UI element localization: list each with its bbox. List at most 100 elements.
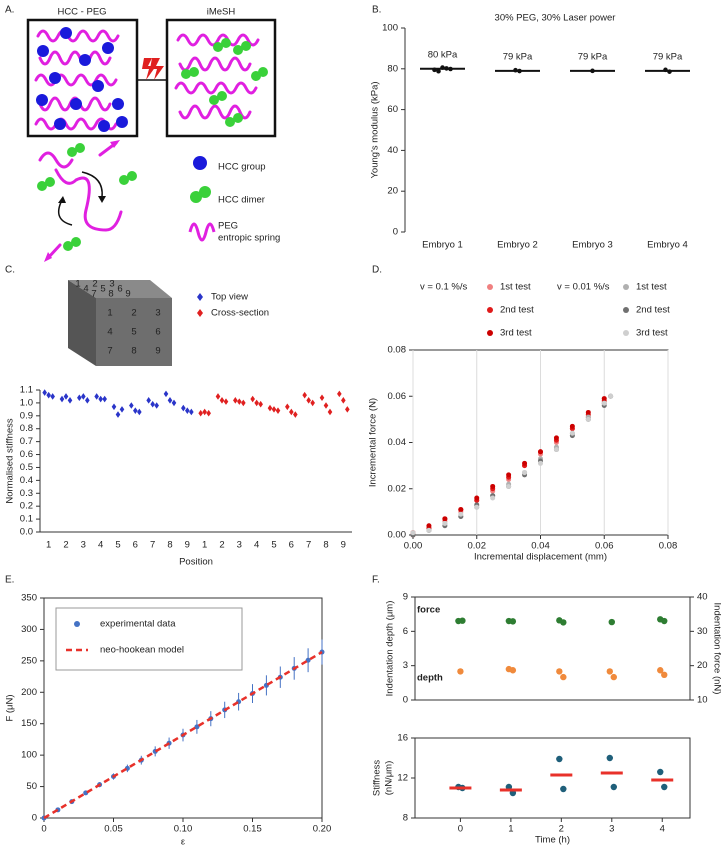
- y2-tick-label: 10: [697, 695, 708, 706]
- y-tick-label: 0.02: [388, 483, 407, 494]
- point: [538, 460, 543, 466]
- y-tick-label: 16: [397, 733, 408, 744]
- point: [215, 393, 221, 400]
- legend-marker: [74, 621, 80, 627]
- legend-label: 2nd test: [636, 305, 670, 316]
- point: [337, 390, 342, 398]
- point: [509, 667, 517, 674]
- y-tick-label: 60: [387, 104, 398, 115]
- point: [81, 393, 86, 400]
- legend-title: v = 0.01 %/s: [557, 282, 610, 293]
- point: [553, 446, 559, 452]
- peg: [38, 151, 123, 232]
- y-tick-label: 100: [382, 23, 398, 34]
- cube-top-label: 5: [100, 284, 105, 295]
- x-tick-label: 1: [46, 540, 51, 551]
- point: [285, 403, 290, 411]
- cube-top-label: 4: [83, 284, 88, 295]
- x-tick-label: 6: [133, 540, 138, 551]
- x-axis-label: Incremental displacement (mm): [474, 552, 607, 563]
- panel-label: B.: [372, 5, 381, 16]
- point: [323, 402, 329, 409]
- point: [458, 511, 464, 517]
- cube-front-label: 2: [131, 308, 136, 319]
- y-tick-label: 0: [393, 227, 398, 238]
- x-tick-label: 7: [150, 540, 155, 551]
- hcc-dimers: [37, 38, 268, 251]
- cube-front-label: 1: [107, 308, 112, 319]
- legend-label: Cross-section: [211, 308, 269, 319]
- chart-title: 30% PEG, 30% Laser power: [495, 13, 616, 24]
- cube-front-label: 5: [131, 327, 136, 338]
- point: [506, 472, 512, 478]
- point: [42, 389, 47, 396]
- y2-tick-label: 40: [697, 592, 708, 603]
- y-axis-label: Normalised stiffness: [5, 418, 16, 504]
- point: [610, 673, 617, 681]
- panel-label: E.: [5, 575, 14, 586]
- peg: [34, 117, 118, 131]
- legend-marker: [623, 330, 629, 336]
- y-tick-label: 0.9: [20, 410, 33, 421]
- y2-tick-label: 20: [697, 660, 708, 671]
- legend-label: HCC dimer: [218, 195, 265, 206]
- diagram: HCC - PEG iMeSH: [26, 7, 280, 262]
- y-tick-label: 0.1: [20, 514, 33, 525]
- y-tick-label: 0.08: [388, 345, 407, 356]
- y-axis-label: Young's modulus (kPa): [370, 81, 381, 178]
- point: [202, 408, 207, 416]
- arrowhead: [110, 140, 120, 148]
- x-tick-label: 8: [323, 540, 328, 551]
- x-tick-label: 0.10: [174, 824, 193, 835]
- point: [111, 403, 117, 411]
- point: [601, 396, 607, 402]
- box-title: iMeSH: [207, 7, 236, 18]
- point: [661, 783, 668, 791]
- point: [271, 406, 277, 413]
- panel-label: A.: [5, 5, 14, 16]
- cube-front-label: 9: [155, 346, 160, 357]
- panel-label: F.: [372, 575, 380, 586]
- point: [258, 400, 263, 408]
- cube-top-label: 7: [91, 289, 96, 300]
- peg: [38, 96, 112, 112]
- point: [233, 397, 238, 404]
- x-tick-label: 1: [508, 824, 513, 835]
- point: [319, 394, 325, 402]
- point: [442, 516, 448, 522]
- x-tick-label: 0.04: [531, 541, 550, 552]
- legend-label: HCC group: [218, 162, 266, 173]
- x-tick-label: 6: [289, 540, 294, 551]
- x-tick-label: 0.20: [313, 824, 332, 835]
- legend-label: experimental data: [100, 619, 176, 630]
- legend-label: Top view: [211, 292, 248, 303]
- point: [171, 399, 177, 407]
- y-tick-label: 0: [403, 695, 408, 706]
- y-tick-label: 150: [21, 718, 37, 729]
- x-tick-label: Embryo 2: [497, 240, 538, 251]
- x-tick-label: 2: [219, 540, 224, 551]
- x-tick-label: 0.05: [104, 824, 123, 835]
- mean-label: 79 kPa: [653, 51, 683, 62]
- legend-marker: [623, 284, 629, 290]
- point: [237, 398, 242, 405]
- y-tick-label: 0.4: [20, 475, 33, 486]
- y-tick-label: 12: [397, 773, 408, 784]
- cube-top: [68, 280, 172, 298]
- x-tick-label: 3: [237, 540, 242, 551]
- point: [538, 449, 543, 455]
- point: [154, 402, 159, 409]
- mean-label: 79 kPa: [578, 51, 608, 62]
- point: [458, 507, 464, 513]
- point: [601, 400, 607, 406]
- x-axis-label: ε: [181, 837, 186, 848]
- point: [608, 618, 615, 626]
- legend-marker: [487, 307, 493, 313]
- x-tick-label: 9: [341, 540, 346, 551]
- point: [119, 406, 125, 413]
- x-tick-label: 9: [185, 540, 190, 551]
- peg: [34, 73, 118, 87]
- point: [275, 407, 281, 414]
- peg: [36, 29, 120, 43]
